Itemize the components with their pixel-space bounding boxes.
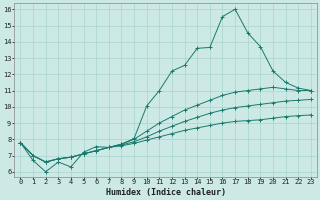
X-axis label: Humidex (Indice chaleur): Humidex (Indice chaleur) bbox=[106, 188, 226, 197]
